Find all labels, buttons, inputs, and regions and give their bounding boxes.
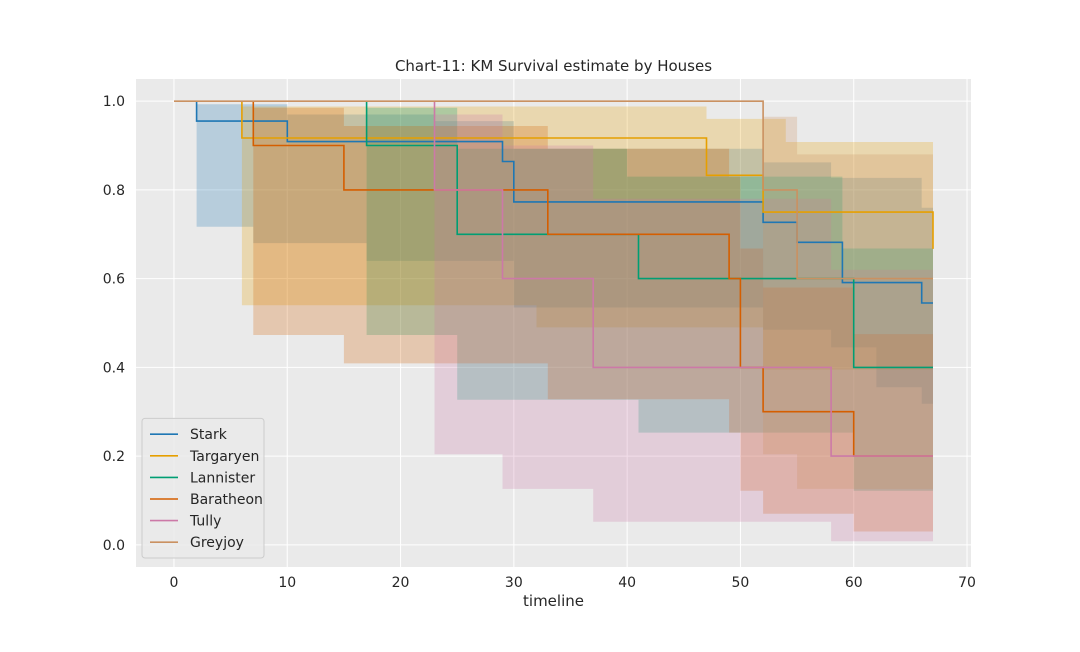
legend-box (141, 417, 265, 559)
y-tick-label: 0.4 (103, 360, 125, 376)
x-tick-label: 50 (732, 575, 750, 591)
x-tick-label: 40 (618, 575, 636, 591)
ci-band-tully (434, 114, 933, 542)
x-axis-title: timeline (523, 592, 584, 610)
y-tick-label: 1.0 (103, 94, 125, 110)
ci-band-stark (196, 104, 934, 404)
y-tick-label: 0.6 (103, 272, 125, 288)
x-tick-label: 60 (845, 575, 863, 591)
ci-band-lannister (366, 107, 934, 491)
legend[interactable]: Stark Targaryen Lannister Baratheon Tully Gre… (141, 417, 265, 559)
x-tick-label: 20 (392, 575, 410, 591)
legend-label-lannister: Lannister (190, 470, 255, 486)
legend-label-baratheon: Baratheon (190, 492, 263, 508)
chart-title: Chart-11: KM Survival estimate by Houses (395, 57, 712, 75)
x-tick-label: 70 (958, 575, 976, 591)
legend-item-targaryen[interactable]: Targaryen (150, 449, 259, 465)
legend-label-targaryen: Targaryen (189, 449, 259, 465)
legend-item-greyjoy[interactable]: Greyjoy (150, 535, 244, 551)
legend-item-lannister[interactable]: Lannister (150, 470, 255, 486)
survival-lines (174, 100, 934, 457)
y-tick-label: 0.0 (103, 538, 125, 554)
legend-label-greyjoy: Greyjoy (190, 535, 244, 551)
survival-line-targaryen (241, 101, 934, 249)
survival-line-baratheon (252, 101, 933, 457)
x-tick-label: 0 (169, 575, 178, 591)
y-tick-label: 0.2 (103, 449, 125, 465)
legend-item-baratheon[interactable]: Baratheon (150, 492, 263, 508)
survival-line-greyjoy (174, 100, 933, 280)
x-tick-label: 30 (505, 575, 523, 591)
plot-background (136, 79, 971, 567)
legend-item-stark[interactable]: Stark (150, 427, 228, 443)
ci-band-greyjoy (763, 116, 933, 489)
legend-item-tully[interactable]: Tully (150, 514, 221, 530)
x-tick-label: 10 (278, 575, 296, 591)
legend-label-stark: Stark (190, 427, 228, 443)
y-tick-label: 0.8 (103, 183, 125, 199)
ci-band-targaryen (241, 106, 933, 370)
survival-line-tully (433, 101, 933, 457)
tick-labels: 0 10 20 30 40 50 60 70 0.0 0.2 0.4 0.6 0.8 1.0 (103, 94, 976, 591)
legend-label-tully: Tully (189, 514, 221, 530)
